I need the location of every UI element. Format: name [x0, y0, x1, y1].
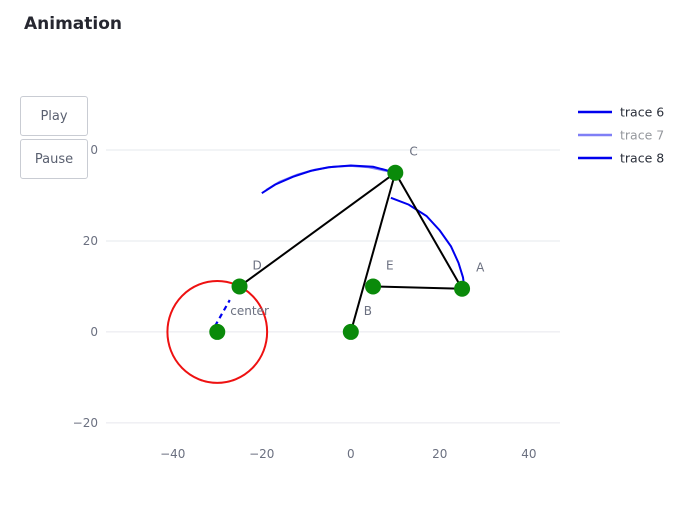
series-line-trace-7 — [265, 164, 401, 191]
point-marker-E — [365, 278, 382, 295]
point-marker-D — [231, 278, 248, 295]
y-tick-label: 0 — [90, 143, 98, 157]
x-tick-label: −40 — [160, 447, 185, 461]
point-marker-B — [342, 323, 359, 340]
page-title: Animation — [24, 14, 123, 34]
y-tick-label: 0 — [90, 325, 98, 339]
point-label-A: A — [476, 261, 485, 275]
point-label-E: E — [386, 258, 394, 272]
center-trace-segment — [214, 299, 231, 327]
legend-label: trace 7 — [620, 128, 664, 143]
link-C-A — [394, 172, 463, 290]
legend-label: trace 8 — [620, 151, 664, 166]
legend-label: trace 6 — [620, 105, 664, 120]
link-C-B — [349, 172, 397, 333]
point-label-D: D — [253, 258, 262, 272]
pause-button[interactable]: Pause — [20, 139, 88, 179]
x-tick-label: −20 — [249, 447, 274, 461]
x-tick-label: 0 — [347, 447, 355, 461]
point-label-B: B — [364, 304, 372, 318]
x-tick-label: 20 — [432, 447, 447, 461]
point-label-center: center — [230, 304, 269, 318]
y-tick-label: 20 — [83, 234, 98, 248]
point-label-C: C — [409, 145, 417, 159]
link-D-C — [238, 171, 396, 288]
link-E-A — [373, 285, 463, 290]
series-line-trace-8 — [390, 196, 466, 288]
x-tick-label: 40 — [521, 447, 536, 461]
point-marker-center — [209, 323, 226, 340]
play-button[interactable]: Play — [20, 96, 88, 136]
rotation-circle — [166, 279, 269, 384]
y-tick-label: −20 — [73, 416, 98, 430]
point-marker-C — [387, 164, 404, 181]
point-marker-A — [454, 280, 471, 297]
